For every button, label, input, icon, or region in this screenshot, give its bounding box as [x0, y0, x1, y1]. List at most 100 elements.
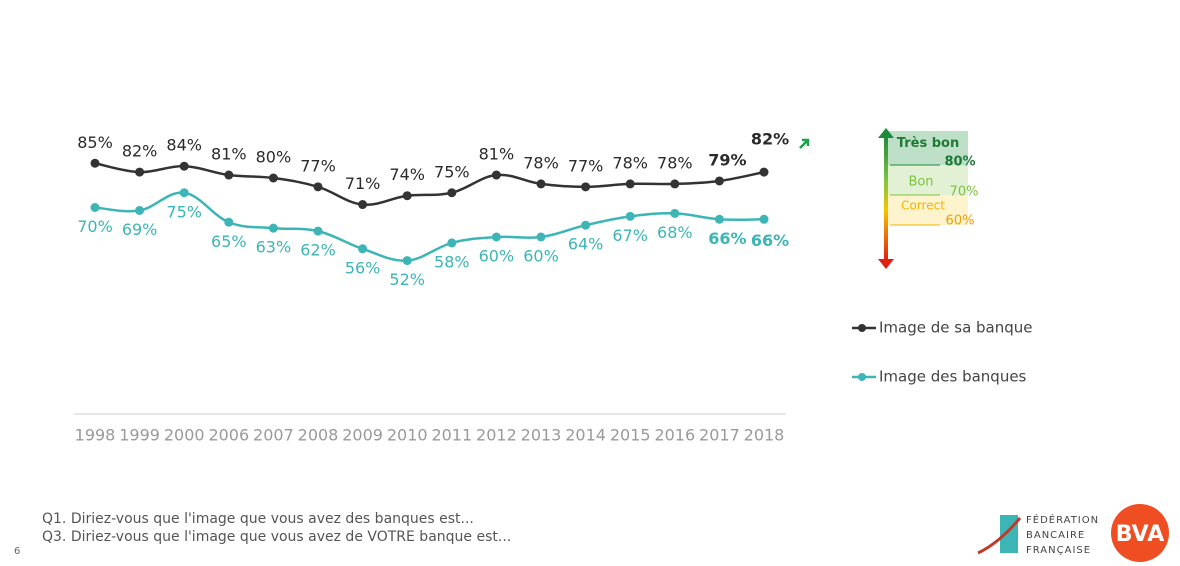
data-point	[358, 200, 368, 210]
data-point	[90, 203, 100, 212]
data-point	[759, 214, 769, 224]
data-point	[224, 170, 234, 180]
data-point	[268, 173, 278, 183]
x-tick-label: 1999	[119, 426, 160, 445]
gauge-label: Très bon	[897, 136, 959, 151]
value-label: 66%	[708, 229, 746, 248]
value-label: 79%	[708, 150, 746, 169]
x-tick-label: 2008	[298, 426, 339, 445]
legend-swatch	[858, 324, 866, 332]
data-point	[759, 167, 769, 177]
x-tick-label: 2010	[387, 426, 428, 445]
footnote: Q1. Diriez-vous que l'image que vous ave…	[42, 511, 474, 527]
data-point	[447, 238, 457, 248]
x-tick-label: 2000	[164, 426, 205, 445]
gauge-label: Correct	[901, 199, 945, 213]
x-tick-label: 2017	[699, 426, 740, 445]
data-point	[491, 170, 501, 180]
data-point	[358, 244, 368, 254]
trend-arrow	[799, 138, 810, 149]
data-point	[179, 161, 189, 171]
value-label: 75%	[166, 202, 202, 221]
data-point	[313, 182, 323, 192]
value-label: 75%	[434, 162, 470, 181]
logo-mark	[977, 517, 1022, 555]
value-label: 69%	[122, 220, 158, 239]
value-label: 62%	[300, 241, 336, 260]
data-point	[402, 191, 412, 201]
value-label: 60%	[523, 247, 559, 266]
data-point	[224, 217, 234, 227]
x-tick-label: 2016	[654, 426, 695, 445]
gauge: Très bon 80% Bon 70% Correct 60%	[878, 128, 978, 269]
data-point	[135, 167, 145, 177]
gauge-band	[888, 195, 968, 225]
x-tick-label: 2012	[476, 426, 517, 445]
data-point	[536, 232, 546, 242]
gauge-arrow-head	[878, 128, 894, 138]
data-point	[625, 179, 635, 189]
value-label: 68%	[657, 223, 693, 242]
gauge-band	[888, 165, 968, 195]
value-label: 78%	[657, 153, 693, 172]
logo-mark	[1000, 515, 1018, 553]
value-label: 64%	[568, 235, 604, 254]
series-line	[94, 162, 765, 206]
gauge-threshold: 70%	[950, 185, 979, 200]
x-tick-label: 1998	[75, 426, 116, 445]
series-line	[94, 191, 765, 262]
value-label: 74%	[389, 165, 425, 184]
footnote: Q3. Diriez-vous que l'image que vous ave…	[42, 529, 511, 545]
legend-swatch	[858, 373, 866, 381]
value-label: 82%	[122, 142, 158, 161]
fbf-logo: FÉDÉRATION BANCAIRE FRANÇAISE	[977, 513, 1099, 556]
value-label: 80%	[256, 148, 292, 167]
data-point	[135, 205, 145, 215]
gauge-arrow	[884, 136, 888, 260]
data-point	[714, 176, 724, 186]
value-label: 81%	[479, 145, 515, 164]
value-label: 67%	[612, 226, 648, 245]
value-label: 56%	[345, 258, 381, 277]
value-label: 77%	[568, 156, 604, 175]
gauge-arrow-head	[878, 259, 894, 269]
data-point	[670, 208, 680, 218]
value-label: 65%	[211, 232, 247, 251]
page-number: 6	[14, 546, 20, 557]
data-point	[90, 158, 100, 168]
value-label: 84%	[166, 136, 202, 155]
data-point	[714, 214, 724, 224]
x-tick-label: 2009	[342, 426, 383, 445]
x-tick-label: 2011	[431, 426, 472, 445]
value-label: 71%	[345, 174, 381, 193]
value-label: 58%	[434, 252, 470, 271]
gauge-label: Bon	[908, 175, 933, 190]
value-label: 77%	[300, 156, 336, 175]
data-point	[402, 256, 412, 266]
value-label: 81%	[211, 145, 247, 164]
x-tick-label: 2018	[744, 426, 785, 445]
value-label: 78%	[612, 153, 648, 172]
x-tick-label: 2007	[253, 426, 294, 445]
logo-text: BVA	[1116, 522, 1164, 547]
value-label: 85%	[77, 133, 113, 152]
gauge-threshold: 80%	[944, 155, 975, 170]
logo-circle	[1111, 504, 1169, 562]
data-point	[313, 226, 323, 236]
logo-text: BANCAIRE	[1026, 530, 1085, 541]
x-tick-label: 2013	[521, 426, 562, 445]
gauge-threshold: 60%	[946, 214, 975, 229]
legend-label: Image de sa banque	[879, 319, 1033, 337]
value-label: 70%	[77, 217, 113, 236]
data-point	[491, 232, 501, 242]
value-label: 60%	[479, 247, 515, 266]
legend-label: Image des banques	[879, 368, 1027, 386]
x-tick-label: 2014	[565, 426, 606, 445]
gauge-band	[888, 131, 968, 165]
logo-text: FÉDÉRATION	[1026, 513, 1099, 526]
data-point	[536, 179, 546, 189]
data-point	[179, 188, 189, 198]
data-point	[581, 182, 591, 192]
value-label: 82%	[751, 130, 789, 149]
